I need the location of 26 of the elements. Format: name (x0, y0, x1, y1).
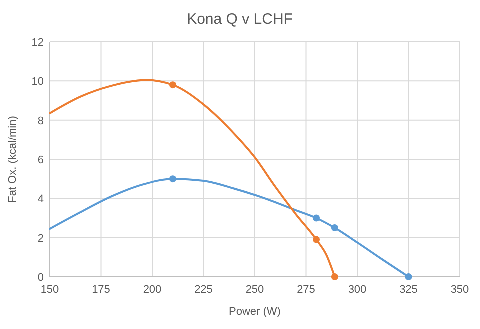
y-tick-label: 0 (38, 272, 44, 284)
x-tick-label: 200 (143, 284, 162, 296)
y-axis-title: Fat Ox. (kcal/min) (7, 116, 19, 203)
point (331, 224, 338, 232)
y-tick-label: 2 (38, 232, 44, 245)
point (405, 274, 412, 280)
x-tick-label: 300 (348, 284, 367, 296)
x-tick-label: 350 (450, 284, 470, 296)
point (170, 176, 176, 183)
x-tick-label: 250 (246, 284, 264, 296)
x-axis-title: Power (W) (229, 306, 281, 318)
y-tick-label: 8 (38, 115, 44, 128)
x-tick-label: 150 (40, 284, 60, 296)
y-tick-label: 10 (32, 76, 44, 88)
x-tick-label: 175 (92, 284, 110, 296)
point (170, 82, 176, 89)
x-tick-label: 275 (297, 284, 316, 296)
x-tick-label: 225 (194, 284, 213, 296)
y-tick-label: 4 (38, 194, 44, 206)
y-tick-label: 6 (38, 154, 44, 166)
point (313, 236, 320, 244)
point (331, 274, 338, 280)
x-tick-label: 325 (400, 284, 418, 296)
point (313, 214, 320, 222)
chart-title: Kona Q v LCHF (187, 11, 293, 28)
y-tick-label: 12 (32, 37, 44, 49)
